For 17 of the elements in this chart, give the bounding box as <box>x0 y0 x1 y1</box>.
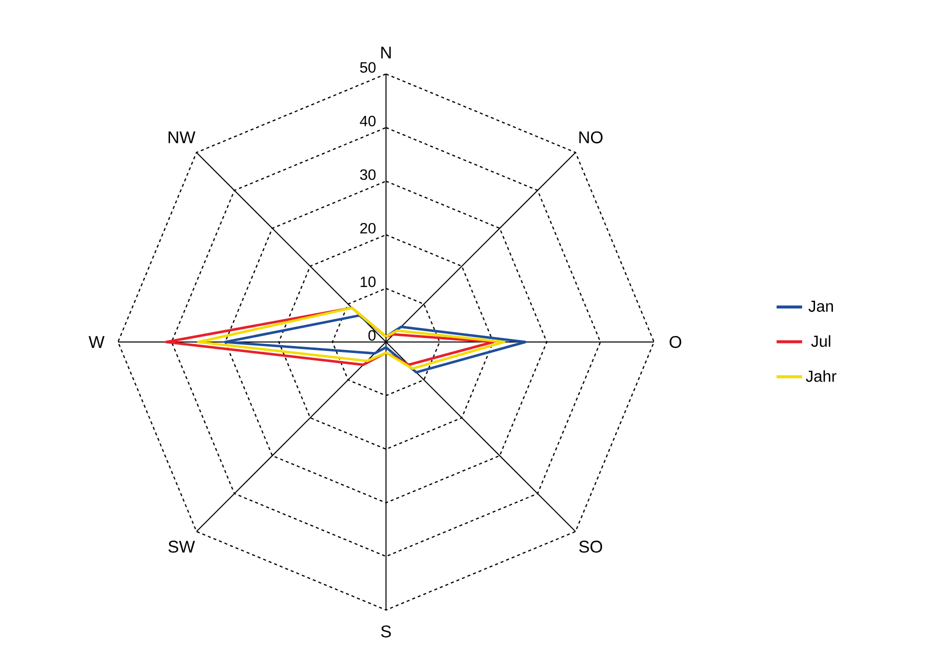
legend-label: Jahr <box>806 370 836 382</box>
spoke-label: N <box>381 46 391 58</box>
legend-label: Jul <box>811 335 830 347</box>
spoke-label: SW <box>168 540 195 553</box>
y-tick-label: 40 <box>360 116 376 126</box>
y-tick-label: 50 <box>360 62 376 73</box>
spoke-label: O <box>670 336 682 348</box>
spoke-label: NO <box>579 131 603 144</box>
y-tick-label: 10 <box>360 276 376 288</box>
spoke-label: W <box>88 336 104 348</box>
spoke-label: NW <box>168 132 196 144</box>
spoke-label: SO <box>579 540 602 553</box>
y-tick-label: 0 <box>368 330 376 341</box>
spoke-label: S <box>381 625 391 638</box>
y-tick-label: 20 <box>360 222 376 234</box>
y-tick-label: 30 <box>360 169 376 180</box>
legend-label: Jan <box>808 300 833 312</box>
